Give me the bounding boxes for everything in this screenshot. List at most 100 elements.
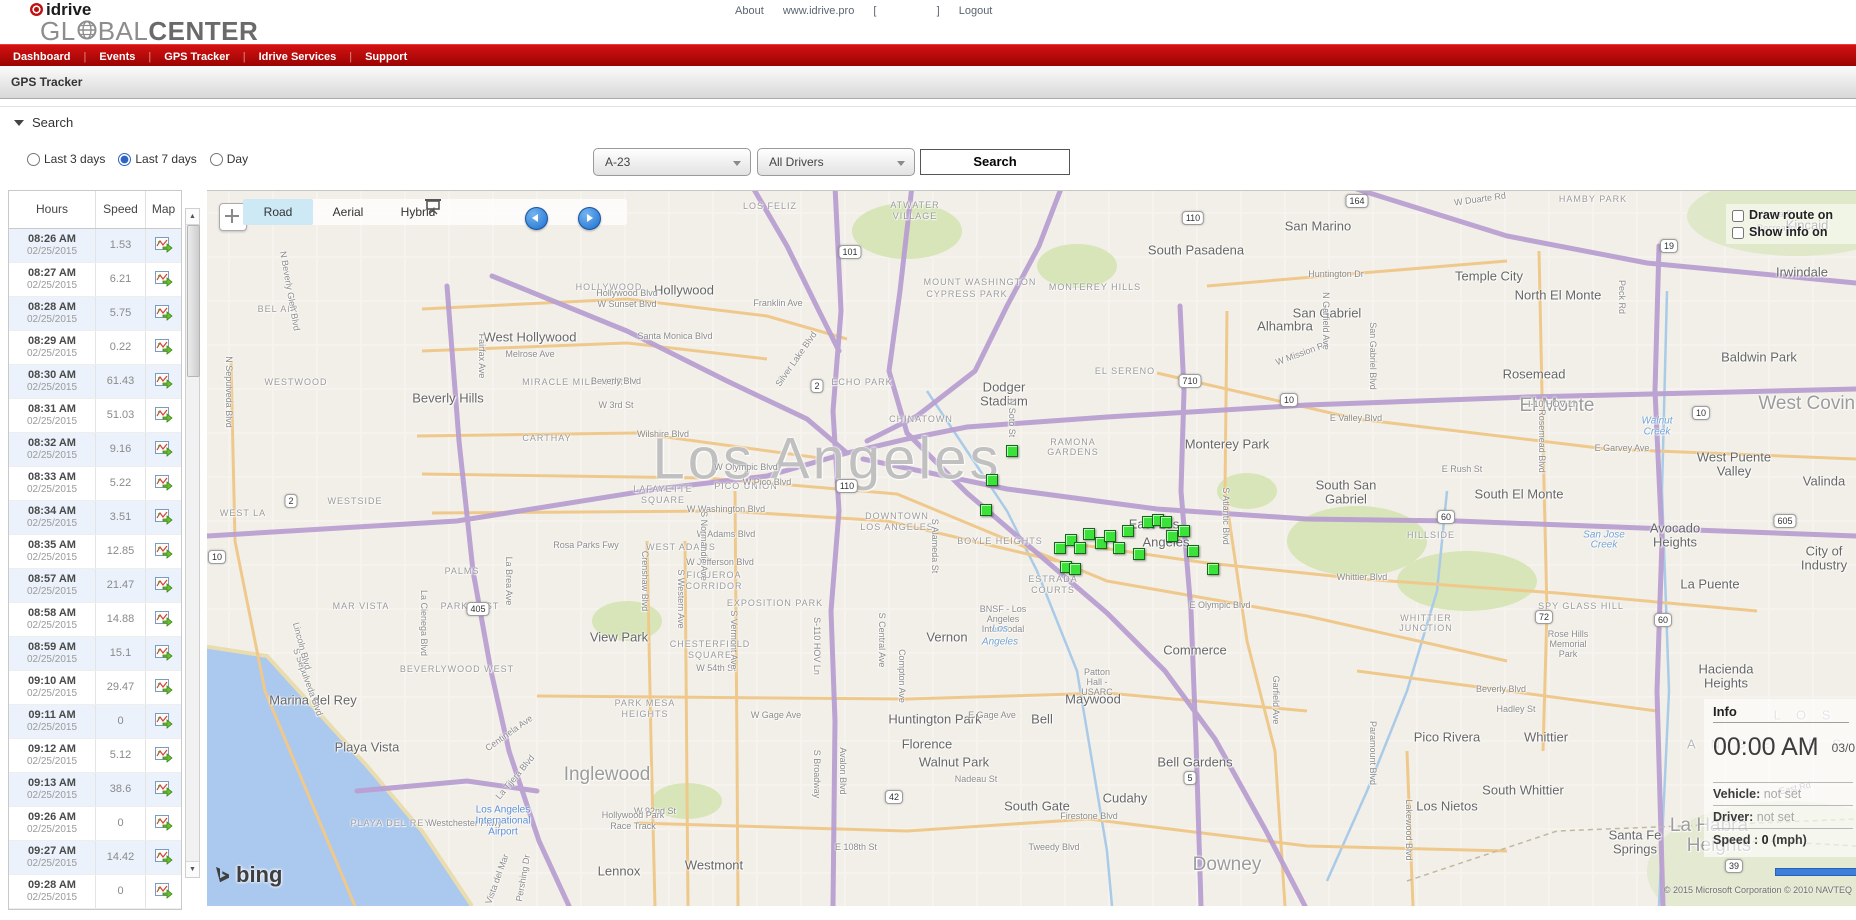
route-marker[interactable] <box>1113 542 1125 554</box>
map-tab-road[interactable]: Road <box>243 199 313 225</box>
column-header-hours[interactable]: Hours <box>9 191 96 228</box>
show-on-map-button[interactable] <box>154 611 173 632</box>
table-scrollbar[interactable]: ▲ ▼ <box>185 208 200 878</box>
route-marker[interactable] <box>1074 542 1086 554</box>
row-time: 08:31 AM <box>28 403 76 415</box>
route-marker[interactable] <box>1187 545 1199 557</box>
show-on-map-button[interactable] <box>154 883 173 904</box>
table-row[interactable]: 09:28 AM 02/25/2015 0 <box>9 875 181 909</box>
table-row[interactable]: 09:11 AM 02/25/2015 0 <box>9 705 181 739</box>
route-marker[interactable] <box>1104 530 1116 542</box>
overview-map-icon[interactable] <box>423 196 443 221</box>
option-draw-route-on[interactable]: Draw route on <box>1732 207 1856 224</box>
table-row[interactable]: 09:27 AM 02/25/2015 14.42 <box>9 841 181 875</box>
logout-link[interactable]: Logout <box>958 5 993 17</box>
scrollbar-thumb[interactable] <box>187 225 200 377</box>
table-row[interactable]: 08:57 AM 02/25/2015 21.47 <box>9 569 181 603</box>
table-row[interactable]: 08:27 AM 02/25/2015 6.21 <box>9 263 181 297</box>
nav-item-support[interactable]: Support <box>365 51 408 63</box>
show-on-map-button[interactable] <box>154 645 173 666</box>
show-on-map-button[interactable] <box>154 237 173 258</box>
table-row[interactable]: 09:13 AM 02/25/2015 38.6 <box>9 773 181 807</box>
radio-input-day[interactable] <box>209 152 223 166</box>
route-marker[interactable] <box>986 474 998 486</box>
table-row[interactable]: 09:26 AM 02/25/2015 0 <box>9 807 181 841</box>
show-on-map-button[interactable] <box>154 747 173 768</box>
radio-day[interactable]: Day <box>209 152 248 166</box>
table-row[interactable]: 08:32 AM 02/25/2015 9.16 <box>9 433 181 467</box>
route-marker[interactable] <box>1133 548 1145 560</box>
show-on-map-button[interactable] <box>154 373 173 394</box>
driver-select[interactable]: All Drivers <box>757 148 915 176</box>
show-on-map-button[interactable] <box>154 339 173 360</box>
route-marker[interactable] <box>1006 445 1018 457</box>
timeline-bar[interactable] <box>1775 868 1856 876</box>
show-on-map-button[interactable] <box>154 271 173 292</box>
map-pan-button[interactable] <box>219 203 247 231</box>
table-row[interactable]: 08:34 AM 02/25/2015 3.51 <box>9 501 181 535</box>
column-header-speed[interactable]: Speed <box>96 191 146 228</box>
table-row[interactable]: 09:10 AM 02/25/2015 29.47 <box>9 671 181 705</box>
about-link[interactable]: About <box>735 5 764 17</box>
table-row[interactable]: 08:35 AM 02/25/2015 12.85 <box>9 535 181 569</box>
show-on-map-button[interactable] <box>154 577 173 598</box>
table-row[interactable]: 08:26 AM 02/25/2015 1.53 <box>9 229 181 263</box>
radio-input-last-7-days[interactable] <box>118 152 132 166</box>
website-link[interactable]: www.idrive.pro <box>782 5 855 17</box>
radio-label: Last 7 days <box>135 152 197 166</box>
checkbox-draw-route-on[interactable] <box>1732 209 1744 222</box>
radio-input-last-3-days[interactable] <box>27 152 40 166</box>
nav-item-idrive-services[interactable]: Idrive Services <box>258 51 337 63</box>
show-on-map-button[interactable] <box>154 305 173 326</box>
column-header-map[interactable]: Map <box>151 202 176 216</box>
route-marker[interactable] <box>980 504 992 516</box>
route-marker[interactable] <box>1083 528 1095 540</box>
vehicle-select[interactable]: A-23 <box>593 148 751 176</box>
radio-last-7-days[interactable]: Last 7 days <box>118 152 197 166</box>
row-date: 02/25/2015 <box>26 348 78 359</box>
previous-point-button[interactable] <box>525 207 548 230</box>
bing-map[interactable]: Road Aerial Hybrid Los Angeles Hollywood Wes… <box>207 190 1856 906</box>
table-row[interactable]: 08:30 AM 02/25/2015 61.43 <box>9 365 181 399</box>
table-row[interactable]: 08:29 AM 02/25/2015 0.22 <box>9 331 181 365</box>
nav-item-dashboard[interactable]: Dashboard <box>13 51 71 63</box>
map-cell <box>146 739 181 772</box>
show-on-map-button[interactable] <box>154 849 173 870</box>
show-on-map-button[interactable] <box>154 815 173 836</box>
table-row[interactable]: 08:28 AM 02/25/2015 5.75 <box>9 297 181 331</box>
table-row[interactable]: 08:33 AM 02/25/2015 5.22 <box>9 467 181 501</box>
logo-bottom-line: GL BAL CENTER <box>40 18 258 44</box>
show-on-map-button[interactable] <box>154 441 173 462</box>
map-tab-aerial[interactable]: Aerial <box>332 205 364 219</box>
table-row[interactable]: 08:31 AM 02/25/2015 51.03 <box>9 399 181 433</box>
route-marker[interactable] <box>1178 525 1190 537</box>
route-marker[interactable] <box>1122 525 1134 537</box>
show-on-map-button[interactable] <box>154 407 173 428</box>
route-marker[interactable] <box>1207 563 1219 575</box>
table-row[interactable]: 09:12 AM 02/25/2015 5.12 <box>9 739 181 773</box>
scroll-up-arrow[interactable]: ▲ <box>186 209 199 225</box>
show-on-map-button[interactable] <box>154 781 173 802</box>
show-on-map-button[interactable] <box>154 679 173 700</box>
show-on-map-button[interactable] <box>154 713 173 734</box>
scroll-down-arrow[interactable]: ▼ <box>186 861 199 877</box>
search-button[interactable]: Search <box>920 149 1070 175</box>
nav-item-events[interactable]: Events <box>99 51 136 63</box>
table-row[interactable]: 08:59 AM 02/25/2015 15.1 <box>9 637 181 671</box>
next-point-button[interactable] <box>578 207 601 230</box>
route-marker[interactable] <box>1166 530 1178 542</box>
nav-item-gps-tracker[interactable]: GPS Tracker <box>164 51 230 63</box>
route-marker[interactable] <box>1054 542 1066 554</box>
search-section-toggle[interactable]: Search <box>14 115 73 130</box>
nav-separator: | <box>83 51 87 63</box>
show-on-map-button[interactable] <box>154 543 173 564</box>
show-on-map-button[interactable] <box>154 475 173 496</box>
route-marker[interactable] <box>1069 563 1081 575</box>
option-show-info-on[interactable]: Show info on <box>1732 224 1856 241</box>
checkbox-show-info-on[interactable] <box>1732 226 1744 239</box>
hours-cell: 08:59 AM 02/25/2015 <box>9 637 96 670</box>
radio-last-3-days[interactable]: Last 3 days <box>27 152 105 166</box>
show-on-map-button[interactable] <box>154 509 173 530</box>
table-row[interactable]: 08:58 AM 02/25/2015 14.88 <box>9 603 181 637</box>
route-marker[interactable] <box>1160 516 1172 528</box>
